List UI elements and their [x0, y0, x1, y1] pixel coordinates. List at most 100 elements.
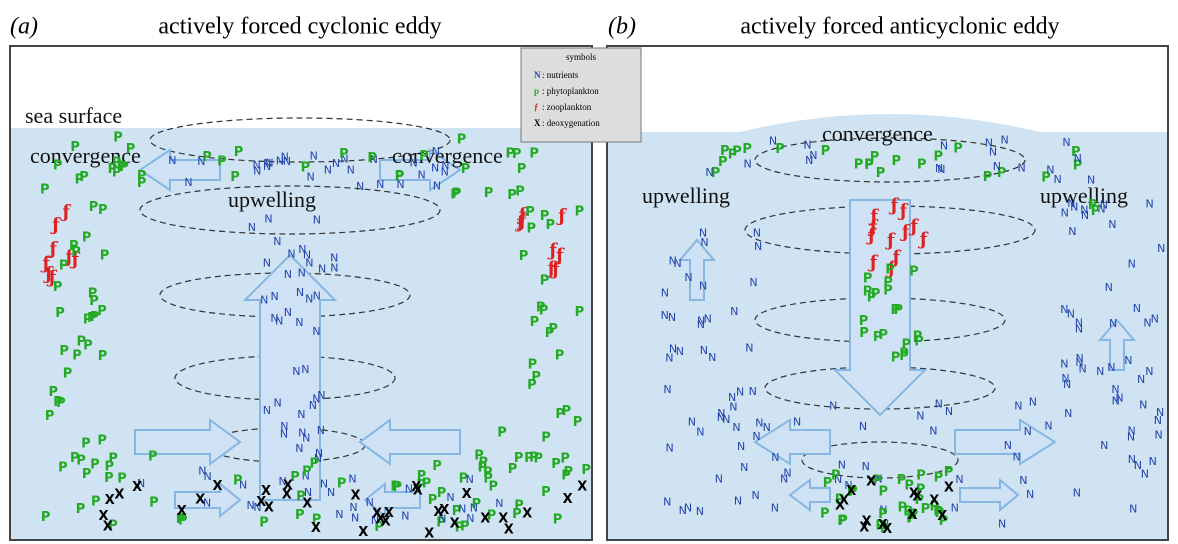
nutrient-glyph: N: [313, 290, 321, 303]
nutrient-glyph: N: [1067, 308, 1075, 321]
phytoplankton-glyph: P: [515, 184, 525, 199]
nutrient-glyph: N: [780, 472, 788, 485]
phytoplankton-glyph: P: [390, 480, 400, 495]
nutrient-glyph: N: [470, 502, 478, 515]
nutrient-glyph: N: [1146, 198, 1154, 211]
phytoplankton-glyph: P: [126, 142, 136, 157]
nutrient-glyph: N: [684, 271, 692, 284]
phytoplankton-glyph: P: [531, 370, 541, 385]
panel-title: actively forced cyclonic eddy: [158, 14, 441, 40]
phytoplankton-glyph: P: [53, 395, 63, 410]
nutrient-glyph: N: [1128, 257, 1136, 270]
phytoplankton-glyph: P: [70, 140, 80, 155]
nutrient-glyph: N: [1060, 358, 1068, 371]
nutrient-glyph: N: [1157, 242, 1165, 255]
nutrient-glyph: N: [302, 432, 310, 445]
deoxygenation-glyph: X: [498, 512, 508, 527]
region-label: upwelling: [642, 183, 730, 208]
phytoplankton-glyph: P: [876, 166, 886, 181]
nutrient-glyph: N: [696, 505, 704, 518]
nutrient-glyph: N: [1001, 133, 1009, 146]
phytoplankton-glyph: P: [820, 506, 830, 521]
nutrient-glyph: N: [1124, 354, 1132, 367]
deoxygenation-glyph: X: [351, 488, 361, 503]
legend-symbol: N: [534, 70, 541, 80]
nutrient-glyph: N: [730, 305, 738, 318]
phytoplankton-glyph: P: [519, 249, 529, 264]
nutrient-glyph: N: [184, 176, 192, 189]
nutrient-glyph: N: [661, 287, 669, 300]
nutrient-glyph: N: [1156, 406, 1164, 419]
nutrient-glyph: N: [287, 248, 295, 261]
phytoplankton-glyph: P: [76, 453, 86, 468]
nutrient-glyph: N: [274, 397, 282, 410]
phytoplankton-glyph: P: [983, 170, 993, 185]
deoxygenation-glyph: X: [462, 487, 472, 502]
nutrient-glyph: N: [935, 162, 943, 175]
phytoplankton-glyph: P: [944, 465, 954, 480]
deoxygenation-glyph: X: [384, 506, 394, 521]
nutrient-glyph: N: [998, 518, 1006, 531]
nutrient-glyph: N: [985, 137, 993, 150]
nutrient-glyph: N: [296, 286, 304, 299]
legend-symbol: ƒ: [534, 102, 539, 112]
phytoplankton-glyph: P: [909, 265, 919, 280]
legend-title: symbols: [566, 52, 597, 62]
phytoplankton-glyph: P: [525, 205, 535, 220]
nutrient-glyph: N: [335, 508, 343, 521]
nutrient-glyph: N: [320, 478, 328, 491]
nutrient-glyph: N: [951, 501, 959, 514]
phytoplankton-glyph: P: [337, 477, 347, 492]
nutrient-glyph: N: [1100, 199, 1108, 212]
nutrient-glyph: N: [310, 150, 318, 163]
nutrient-glyph: N: [1014, 400, 1022, 413]
nutrient-glyph: N: [1109, 317, 1117, 330]
nutrient-glyph: N: [1107, 361, 1115, 374]
nutrient-glyph: N: [418, 168, 426, 181]
phytoplankton-glyph: P: [555, 348, 565, 363]
legend-text: : zooplankton: [542, 102, 592, 112]
phytoplankton-glyph: P: [484, 186, 494, 201]
deoxygenation-glyph: X: [283, 479, 293, 494]
nutrient-glyph: N: [446, 491, 454, 504]
nutrient-glyph: N: [955, 473, 963, 486]
nutrient-glyph: N: [736, 386, 744, 399]
nutrient-glyph: N: [1044, 419, 1052, 432]
nutrient-glyph: N: [356, 180, 364, 193]
nutrient-glyph: N: [1137, 373, 1145, 386]
zooplankton-glyph: ƒ: [908, 216, 919, 237]
nutrient-glyph: N: [1024, 425, 1032, 438]
deoxygenation-glyph: X: [907, 508, 917, 523]
region-label: sea surface: [25, 103, 122, 128]
region-label: convergence: [822, 121, 933, 146]
phytoplankton-glyph: P: [97, 434, 107, 449]
phytoplankton-glyph: P: [821, 144, 831, 159]
nutrient-glyph: N: [1108, 218, 1116, 231]
nutrient-glyph: N: [1127, 431, 1135, 444]
phytoplankton-glyph: P: [892, 154, 902, 169]
nutrient-glyph: N: [1026, 488, 1034, 501]
deoxygenation-glyph: X: [261, 484, 271, 499]
nutrient-glyph: N: [280, 427, 288, 440]
nutrient-glyph: N: [749, 385, 757, 398]
phytoplankton-glyph: P: [883, 276, 893, 291]
nutrient-glyph: N: [1029, 396, 1037, 409]
deoxygenation-glyph: X: [177, 504, 187, 519]
nutrient-glyph: N: [1073, 487, 1081, 500]
nutrient-glyph: N: [700, 344, 708, 357]
phytoplankton-glyph: P: [63, 367, 73, 382]
nutrient-glyph: N: [318, 262, 326, 275]
phytoplankton-glyph: P: [854, 158, 864, 173]
phytoplankton-glyph: P: [89, 200, 99, 215]
nutrient-glyph: N: [1004, 439, 1012, 452]
phytoplankton-glyph: P: [98, 349, 108, 364]
phytoplankton-glyph: P: [104, 471, 114, 486]
nutrient-glyph: N: [699, 280, 707, 293]
nutrient-glyph: N: [1149, 455, 1157, 468]
deoxygenation-glyph: X: [944, 481, 954, 496]
phytoplankton-glyph: P: [483, 471, 493, 486]
phytoplankton-glyph: P: [437, 486, 447, 501]
nutrient-glyph: N: [697, 318, 705, 331]
nutrient-glyph: N: [303, 249, 311, 262]
nutrient-glyph: N: [168, 154, 176, 167]
